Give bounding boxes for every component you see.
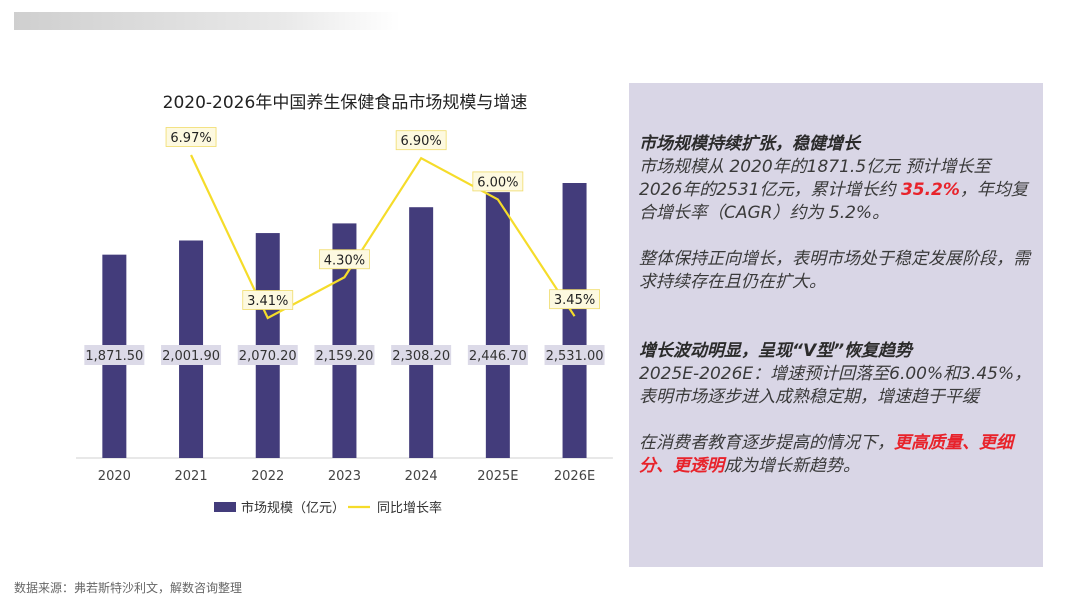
- growth-value-label: 3.41%: [247, 294, 288, 309]
- bar-label-bg-2020: [84, 345, 145, 365]
- growth-label-bg-2024: [395, 130, 447, 151]
- x-tick-label: 2025E: [477, 469, 518, 484]
- block4-text-b: 成为增长新趋势。: [724, 456, 860, 476]
- growth-value-label: 6.90%: [400, 134, 441, 149]
- growth-label-bg-2021: [165, 127, 217, 147]
- growth-value-label: 4.30%: [324, 253, 365, 268]
- legend-label-line: 同比增长率: [377, 500, 442, 516]
- x-tick-label: 2022: [251, 469, 284, 484]
- bar-value-label: 2,001.90: [162, 349, 220, 364]
- block1-text-b: ，年均复合增长率（CAGR）约为 5.2%。: [639, 180, 1028, 223]
- block3-heading: 增长波动明显，呈现“V型”恢复趋势: [639, 341, 913, 361]
- block4-highlight: 更高质量、更细分、更透明: [639, 433, 1013, 476]
- block2-text: 整体保持正向增长，表明市场处于稳定发展阶段，需求持续存在且仍在扩大。: [639, 249, 1030, 292]
- block3-text: 2025E-2026E：增速预计回落至6.00%和3.45%，表明市场逐步进入成…: [639, 364, 1032, 407]
- bar-label-bg-2025E: [467, 345, 528, 365]
- bar-value-label: 2,531.00: [546, 349, 604, 364]
- decorative-top-bar: [14, 12, 400, 30]
- legend-label-bar: 市场规模（亿元）: [241, 500, 345, 516]
- block4-text-a: 在消费者教育逐步提高的情况下，: [639, 433, 894, 453]
- bar-2024: [409, 207, 434, 458]
- legend-swatch-bar: [214, 502, 236, 512]
- growth-value-label: 6.00%: [477, 175, 518, 190]
- block1-highlight: 35.2%: [900, 180, 960, 200]
- insight-panel: 市场规模持续扩张，稳健增长 市场规模从 2020年的1871.5亿元 预计增长至…: [629, 83, 1043, 567]
- bar-label-bg-2024: [391, 345, 452, 365]
- x-tick-label: 2021: [175, 469, 208, 484]
- x-tick-label: 2020: [98, 469, 131, 484]
- bar-2025E: [485, 192, 510, 458]
- bar-value-label: 1,871.50: [85, 349, 143, 364]
- growth-label-bg-2022: [242, 290, 294, 310]
- chart-title: 2020-2026年中国养生保健食品市场规模与增速: [162, 93, 528, 113]
- block4-text: 在消费者教育逐步提高的情况下，更高质量、更细分、更透明成为增长新趋势。: [639, 432, 1039, 478]
- bar-value-label: 2,446.70: [469, 349, 527, 364]
- bar-value-label: 2,159.20: [316, 349, 374, 364]
- bar-value-label: 2,070.20: [239, 349, 297, 364]
- growth-label-bg-2025E: [472, 171, 524, 192]
- block1-text: 市场规模从 2020年的1871.5亿元 预计增长至 2026年的2531亿元，…: [639, 156, 1039, 225]
- chart-canvas: 1,871.50 2,001.90 2,070.20 2,159.20 2,308.20…: [76, 127, 613, 516]
- bar-label-bg-2023: [314, 345, 375, 365]
- growth-label-bg-2023: [319, 249, 370, 270]
- bar-value-label: 2,308.20: [392, 349, 450, 364]
- growth-value-label: 3.45%: [554, 293, 595, 308]
- x-tick-label: 2023: [328, 469, 361, 484]
- bar-2026E: [562, 183, 587, 458]
- x-tick-label: 2026E: [554, 469, 595, 484]
- x-tick-label: 2024: [405, 469, 438, 484]
- bar-label-bg-2021: [161, 345, 222, 365]
- block1-text-a: 市场规模从 2020年的1871.5亿元 预计增长至 2026年的2531亿元，…: [639, 157, 991, 200]
- bar-label-bg-2022: [237, 345, 298, 365]
- source-note: 数据来源：弗若斯特沙利文，解数咨询整理: [14, 581, 243, 595]
- growth-value-label: 6.97%: [170, 131, 211, 146]
- bar-label-bg-2026E: [544, 345, 605, 365]
- block1-heading: 市场规模持续扩张，稳健增长: [639, 134, 860, 154]
- growth-label-bg-2026E: [549, 289, 600, 310]
